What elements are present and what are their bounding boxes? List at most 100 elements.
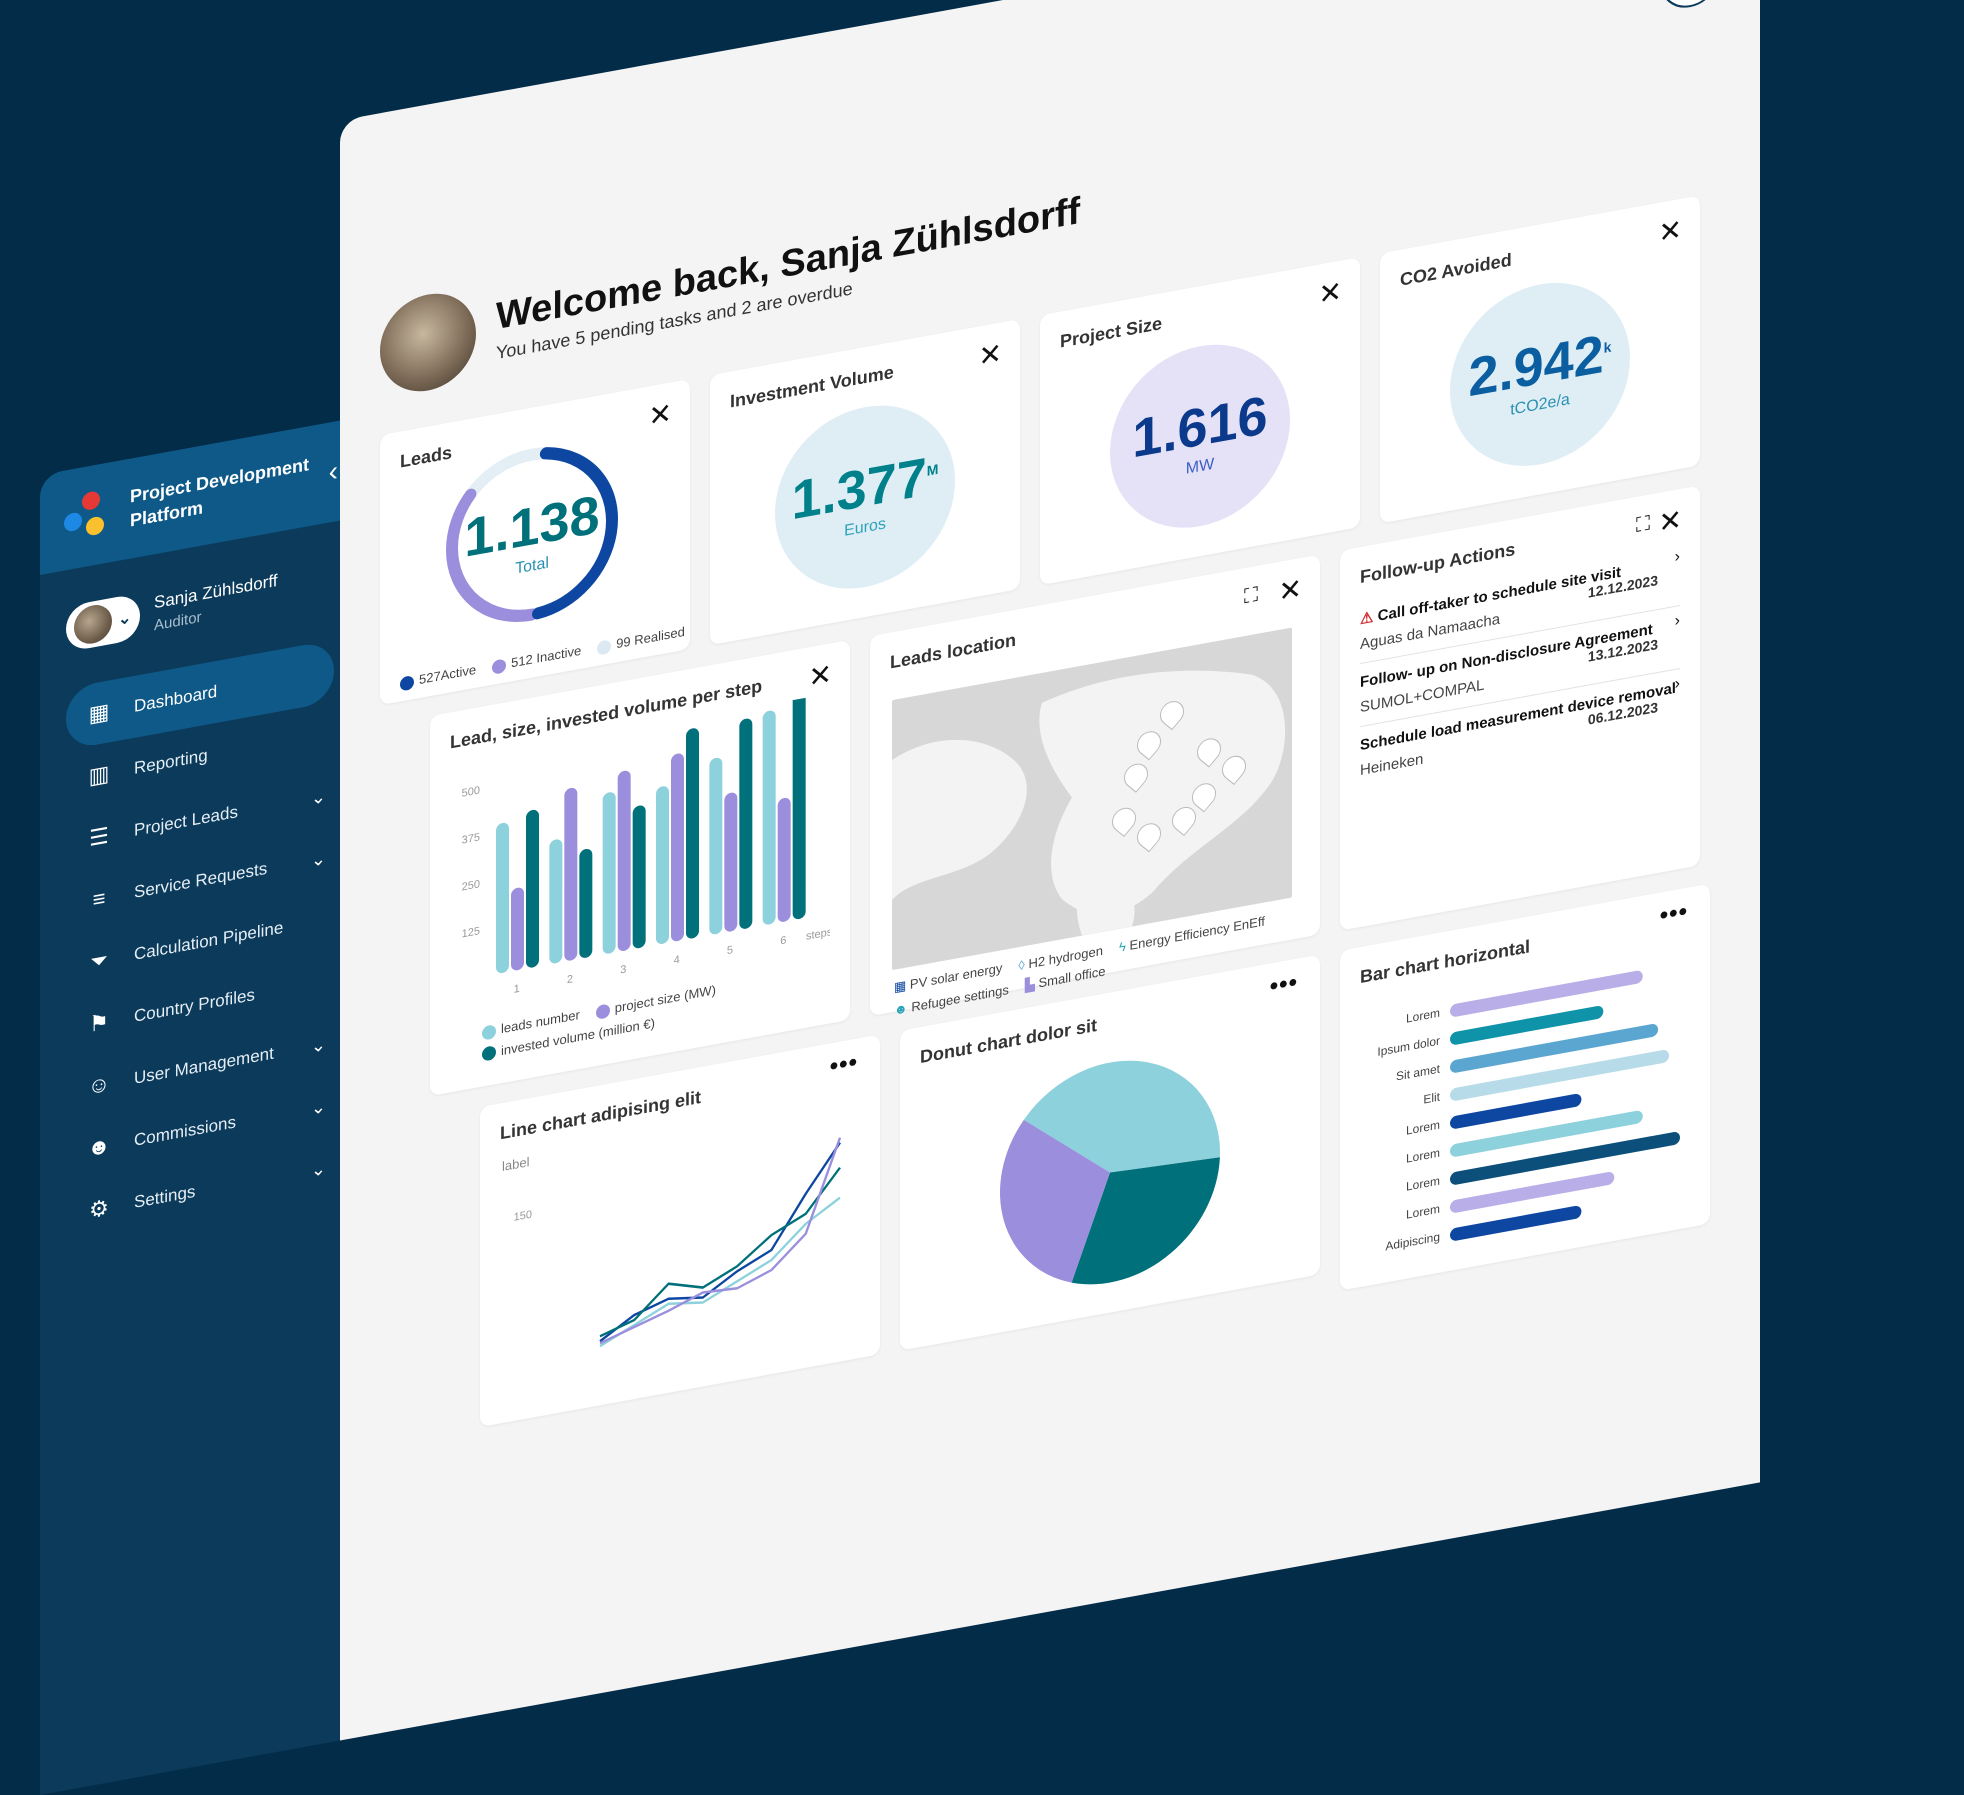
avatar: [380, 285, 476, 400]
map-shapes: [892, 670, 1286, 936]
sidebar-item-label: Service Requests: [134, 858, 268, 902]
bar: [686, 728, 699, 939]
legend-item: 99 Realised: [597, 624, 685, 656]
sidebar-item-label: Reporting: [134, 745, 208, 778]
user-settings-icon: ☺: [87, 1070, 111, 1100]
donut-chart-card: Donut chart dolor sit •••: [900, 954, 1320, 1351]
project-size-unit: MW: [1185, 455, 1215, 478]
sidebar-nav: ▦ Dashboard ▥ Reporting ☰ Project Leads …: [40, 621, 360, 1251]
legend-item: 527Active: [400, 662, 476, 692]
bar: [671, 753, 684, 942]
people-icon: ☻: [894, 999, 908, 1018]
investment-value: 1.377: [791, 446, 927, 532]
ring-segment-active: [446, 447, 618, 622]
project-size-bubble: 1.616 MW: [1110, 329, 1290, 543]
more-options-icon[interactable]: •••: [829, 1048, 858, 1081]
bar: [1450, 1024, 1659, 1073]
chevron-down-icon[interactable]: ⌄: [310, 1157, 326, 1181]
y-tick-label: Lorem: [1406, 1174, 1440, 1194]
bar: [1450, 1093, 1582, 1129]
pie-slice: [1023, 1060, 1220, 1173]
close-icon[interactable]: ✕: [1658, 503, 1682, 539]
x-tick-label: 2: [567, 973, 573, 986]
chevron-right-icon[interactable]: ›: [1674, 611, 1680, 630]
pie-slice: [1071, 1157, 1220, 1285]
bar: [579, 848, 593, 958]
x-tick-label: 5: [727, 944, 733, 957]
leads-map[interactable]: [892, 627, 1292, 971]
leads-ring: [446, 447, 618, 622]
y-tick-label: Lorem: [1406, 1202, 1440, 1222]
x-tick-label: 6: [780, 934, 786, 947]
chevron-down-icon[interactable]: ⌄: [310, 1095, 326, 1119]
app-logo: [62, 486, 114, 547]
chevron-right-icon[interactable]: ›: [1674, 674, 1680, 693]
y-tick-label: Adipiscing: [1385, 1230, 1440, 1254]
gear-icon: ⚙: [89, 1194, 109, 1224]
chevron-right-icon[interactable]: ›: [1674, 547, 1680, 566]
sidebar-item-label: User Management: [134, 1043, 274, 1088]
building-icon: ▙: [1024, 976, 1035, 994]
series-line: [599, 1137, 842, 1345]
lightning-icon: ϟ: [1118, 938, 1126, 955]
series-line: [599, 1142, 841, 1343]
close-icon[interactable]: ✕: [1318, 275, 1342, 311]
bar: [602, 792, 616, 954]
bar: [762, 710, 776, 925]
legend-item: 512 Inactive: [492, 643, 581, 675]
chevron-down-icon[interactable]: ⌄: [310, 847, 326, 871]
bar: [526, 809, 539, 968]
bar: [777, 797, 791, 922]
x-tick-label: 3: [620, 964, 626, 977]
leads-card: Leads ✕ 1.138 Total 527Active 512 Inacti…: [380, 378, 690, 706]
expand-icon[interactable]: ⛶: [1636, 512, 1650, 537]
collapse-sidebar-icon[interactable]: ‹: [328, 454, 338, 488]
series-line: [599, 1196, 841, 1348]
warning-icon: ⚠: [1360, 608, 1374, 629]
close-icon[interactable]: ✕: [1278, 572, 1302, 608]
chevron-down-icon[interactable]: ⌄: [310, 785, 326, 809]
more-options-icon[interactable]: •••: [1269, 968, 1298, 1001]
series-line: [599, 1166, 841, 1338]
dashboard-icon: ▦: [88, 698, 110, 728]
card-title: CO2 Avoided: [1400, 249, 1512, 290]
co2-bubble: 2.942k tCO2e/a: [1450, 268, 1630, 481]
map-landmass: [1039, 670, 1286, 916]
close-icon[interactable]: ✕: [808, 658, 832, 694]
bar: [724, 792, 738, 932]
bar: [496, 822, 509, 974]
y-tick-label: 500: [462, 785, 480, 800]
filter-icon: ⏷: [90, 946, 108, 975]
bar: [709, 757, 723, 935]
line-chart: 150: [514, 1137, 842, 1348]
bar: [1450, 1050, 1670, 1101]
y-tick-label: Sit amet: [1396, 1062, 1441, 1084]
bar: [739, 718, 753, 929]
chevron-down-icon[interactable]: ⌄: [310, 1033, 326, 1057]
sidebar: Project Development Platform ‹ ⌄ Sanja Z…: [40, 416, 360, 1795]
investment-bubble: 1.377M Euros: [775, 390, 955, 604]
bar: [1450, 1110, 1643, 1157]
close-icon[interactable]: ✕: [648, 397, 672, 433]
sidebar-item-label: Country Profiles: [134, 984, 255, 1026]
y-tick-label: Lorem: [1406, 1118, 1440, 1138]
dashboard-scene: Project Development Platform ‹ ⌄ Sanja Z…: [40, 0, 1760, 1795]
close-icon[interactable]: ✕: [1658, 213, 1682, 249]
group-icon: ☻: [87, 1132, 111, 1162]
leads-location-card: Leads location ⛶ ✕: [870, 554, 1320, 1018]
droplet-icon: ◊: [1018, 956, 1025, 973]
chevron-down-icon: ⌄: [118, 609, 132, 629]
investment-suffix: M: [926, 460, 939, 479]
x-tick-label: 4: [674, 954, 680, 967]
document-icon: ☰: [89, 822, 109, 852]
expand-icon[interactable]: ⛶: [1244, 583, 1258, 609]
more-options-icon[interactable]: •••: [1659, 897, 1688, 930]
card-title: Project Size: [1060, 313, 1163, 352]
y-tick-label: Lorem: [1406, 1146, 1440, 1166]
y-tick-label: Elit: [1423, 1090, 1440, 1107]
close-icon[interactable]: ✕: [978, 337, 1002, 373]
user-menu-toggle[interactable]: ⌄: [66, 592, 140, 653]
line-chart-card: Line chart adipising elit ••• label 150: [480, 1034, 880, 1428]
x-tick-label: 1: [514, 983, 520, 996]
settings-button[interactable]: ⚙: [1660, 0, 1720, 13]
